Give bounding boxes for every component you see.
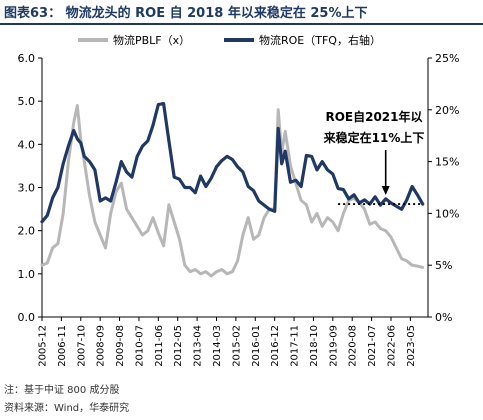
x-tick-label: 2017-11 <box>290 325 301 367</box>
x-tick-label: 2022-06 <box>386 325 397 367</box>
x-tick-label: 2008-09 <box>96 325 107 367</box>
footer: 注：基于中证 800 成分股 资料来源：Wind，华泰研究 <box>4 382 479 418</box>
legend-label-pblf: 物流PBLF（x） <box>113 33 190 47</box>
x-tick-label: 2015-02 <box>231 325 242 367</box>
title-rule <box>0 23 483 25</box>
annotation-line2: 来稳定在11%上下 <box>323 130 425 145</box>
x-tick-label: 2019-09 <box>328 325 339 367</box>
y-tick-label-right: 5% <box>435 259 452 272</box>
x-tick-label: 2012-05 <box>173 325 184 367</box>
annotation-line1: ROE自2021年以 <box>325 109 422 124</box>
x-tick-label: 2021-07 <box>367 325 378 367</box>
footnote: 注：基于中证 800 成分股 <box>4 385 120 396</box>
x-tick-label: 2016-01 <box>251 325 262 367</box>
y-tick-label-right: 25% <box>435 52 459 65</box>
y-tick-label-left: 4.0 <box>18 138 36 151</box>
plot-area <box>40 101 425 278</box>
y-tick-label-right: 10% <box>435 207 459 220</box>
x-tick-label: 2013-04 <box>193 325 204 367</box>
y-tick-label-right: 15% <box>435 156 459 169</box>
x-tick-label: 2016-12 <box>270 325 281 367</box>
x-tick-label: 2005-12 <box>38 325 49 367</box>
legend-label-roe: 物流ROE（TFQ，右轴） <box>259 33 381 47</box>
legend: 物流PBLF（x） 物流ROE（TFQ，右轴） <box>78 33 381 47</box>
y-tick-label-left: 5.0 <box>18 95 36 108</box>
y-tick-label-left: 6.0 <box>18 52 36 65</box>
x-tick-label: 2023-05 <box>406 325 417 367</box>
x-tick-label: 2018-10 <box>309 325 320 367</box>
x-tick-label: 2010-07 <box>134 325 145 367</box>
x-tick-label: 2006-11 <box>57 325 68 367</box>
y-tick-label-left: 0.0 <box>18 311 36 324</box>
y-tick-label-right: 0% <box>435 311 452 324</box>
chart: 物流PBLF（x） 物流ROE（TFQ，右轴） 0.0 1.0 2.0 3.0 4.0 5… <box>18 33 460 367</box>
x-tick-label: 2007-10 <box>76 325 87 367</box>
figure-title: 图表63： 物流龙头的 ROE 自 2018 年以来稳定在 25%上下 <box>4 6 368 21</box>
y-tick-label-left: 3.0 <box>18 182 36 195</box>
axes: 0.0 1.0 2.0 3.0 4.0 5.0 6.0 0% 5% 10% 15% 20% 25% 200… <box>18 52 460 367</box>
annotation-arrow-head <box>381 186 390 195</box>
x-tick-label: 2014-03 <box>212 325 223 367</box>
annotation: ROE自2021年以 来稳定在11%上下 <box>323 109 425 195</box>
series-line-roe <box>40 101 425 224</box>
source-note: 资料来源：Wind，华泰研究 <box>4 403 130 414</box>
y-tick-label-left: 2.0 <box>18 225 36 238</box>
x-tick-label: 2020-08 <box>348 325 359 367</box>
y-tick-label-right: 20% <box>435 104 459 117</box>
x-tick-label: 2011-06 <box>154 325 165 367</box>
y-tick-label-left: 1.0 <box>18 268 36 281</box>
x-tick-label: 2009-08 <box>115 325 126 367</box>
